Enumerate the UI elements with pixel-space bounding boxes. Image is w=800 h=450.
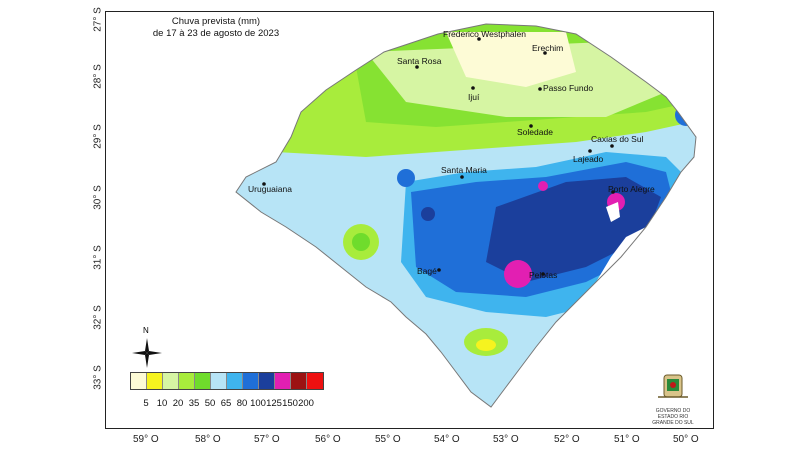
legend-swatch: [227, 373, 243, 389]
legend-swatch: [195, 373, 211, 389]
lon-tick: 57° O: [254, 434, 280, 445]
lon-tick: 52° O: [554, 434, 580, 445]
lat-tick: 30° S: [92, 185, 104, 210]
legend-swatches: [130, 372, 324, 390]
city-label: Erechim: [532, 43, 564, 53]
city-dot: [543, 51, 547, 55]
lon-tick: 50° O: [673, 434, 699, 445]
map-frame: Chuva prevista (mm) de 17 à 23 de agosto…: [105, 11, 714, 429]
legend-swatch: [307, 373, 323, 389]
map-title: Chuva prevista (mm) de 17 à 23 de agosto…: [131, 16, 301, 40]
legend-swatch: [179, 373, 195, 389]
city-dot: [611, 190, 615, 194]
compass-north-label: N: [143, 326, 149, 335]
city-dot: [610, 144, 614, 148]
city-dot: [262, 182, 266, 186]
lon-tick: 55° O: [375, 434, 401, 445]
city-dot: [529, 124, 533, 128]
legend-label: 65: [220, 398, 232, 409]
city-dot: [541, 272, 545, 276]
map-title-line1: Chuva prevista (mm): [171, 16, 261, 27]
compass-rose: N: [132, 326, 162, 368]
city-dot: [415, 65, 419, 69]
city-label: Santa Rosa: [397, 56, 442, 66]
city-dot: [588, 149, 592, 153]
lat-tick: 27° S: [92, 7, 104, 32]
city-dot: [460, 175, 464, 179]
legend-label: 200: [298, 398, 314, 409]
city-label: Santa Maria: [441, 165, 487, 175]
lon-tick: 51° O: [614, 434, 640, 445]
lon-tick: 54° O: [434, 434, 460, 445]
city-label: Pelotas: [529, 270, 558, 280]
city-label: Lajeado: [573, 154, 604, 164]
legend-swatch: [131, 373, 147, 389]
lat-tick: 29° S: [92, 124, 104, 149]
map-title-line2: de 17 à 23 de agosto de 2023: [152, 28, 280, 39]
lat-tick: 31° S: [92, 245, 104, 270]
legend-swatch: [211, 373, 227, 389]
city-label: Uruguaiana: [248, 184, 292, 194]
legend-swatch: [163, 373, 179, 389]
lon-tick: 58° O: [195, 434, 221, 445]
city-label: Frederico Westphalen: [443, 29, 526, 39]
legend-label: 50: [204, 398, 216, 409]
legend-label: 125: [266, 398, 282, 409]
lat-tick: 33° S: [92, 365, 104, 390]
city-dot: [538, 87, 542, 91]
legend-swatch: [243, 373, 259, 389]
rainfall-fill: [236, 24, 696, 407]
legend-swatch: [259, 373, 275, 389]
legend-swatch: [275, 373, 291, 389]
city-label: Soledade: [517, 127, 553, 137]
compass-icon: [132, 338, 162, 368]
rainfall-map: [235, 23, 697, 408]
city-label: Ijuí: [468, 92, 480, 102]
city-label: Caxias do Sul: [591, 134, 644, 144]
logo-text: GOVERNO DO ESTADO RIO GRANDE DO SUL: [652, 408, 694, 426]
city-label: Bagé: [417, 266, 437, 276]
state-border: [235, 23, 697, 408]
lat-tick: 32° S: [92, 305, 104, 330]
city-label: Porto Alegre: [608, 184, 655, 194]
legend-label: 100: [250, 398, 266, 409]
rainfall-legend: 5 10 20 35 50 65 80 100 125 150 200: [130, 372, 324, 409]
government-logo: GOVERNO DO ESTADO RIO GRANDE DO SUL: [650, 373, 696, 426]
legend-label: 10: [156, 398, 168, 409]
coat-of-arms-icon: [658, 374, 688, 398]
lon-tick: 59° O: [133, 434, 159, 445]
city-markers: [262, 37, 615, 276]
lon-tick: 53° O: [493, 434, 519, 445]
legend-label: 80: [236, 398, 248, 409]
legend-label: 35: [188, 398, 200, 409]
lon-tick: 56° O: [315, 434, 341, 445]
legend-label: 5: [143, 398, 149, 409]
legend-swatch: [147, 373, 163, 389]
city-dot: [437, 268, 441, 272]
legend-label: 150: [282, 398, 298, 409]
legend-label: 20: [172, 398, 184, 409]
legend-swatch: [291, 373, 307, 389]
city-label: Passo Fundo: [543, 83, 594, 93]
lat-tick: 28° S: [92, 64, 104, 89]
city-dot: [477, 37, 481, 41]
city-dot: [471, 86, 475, 90]
